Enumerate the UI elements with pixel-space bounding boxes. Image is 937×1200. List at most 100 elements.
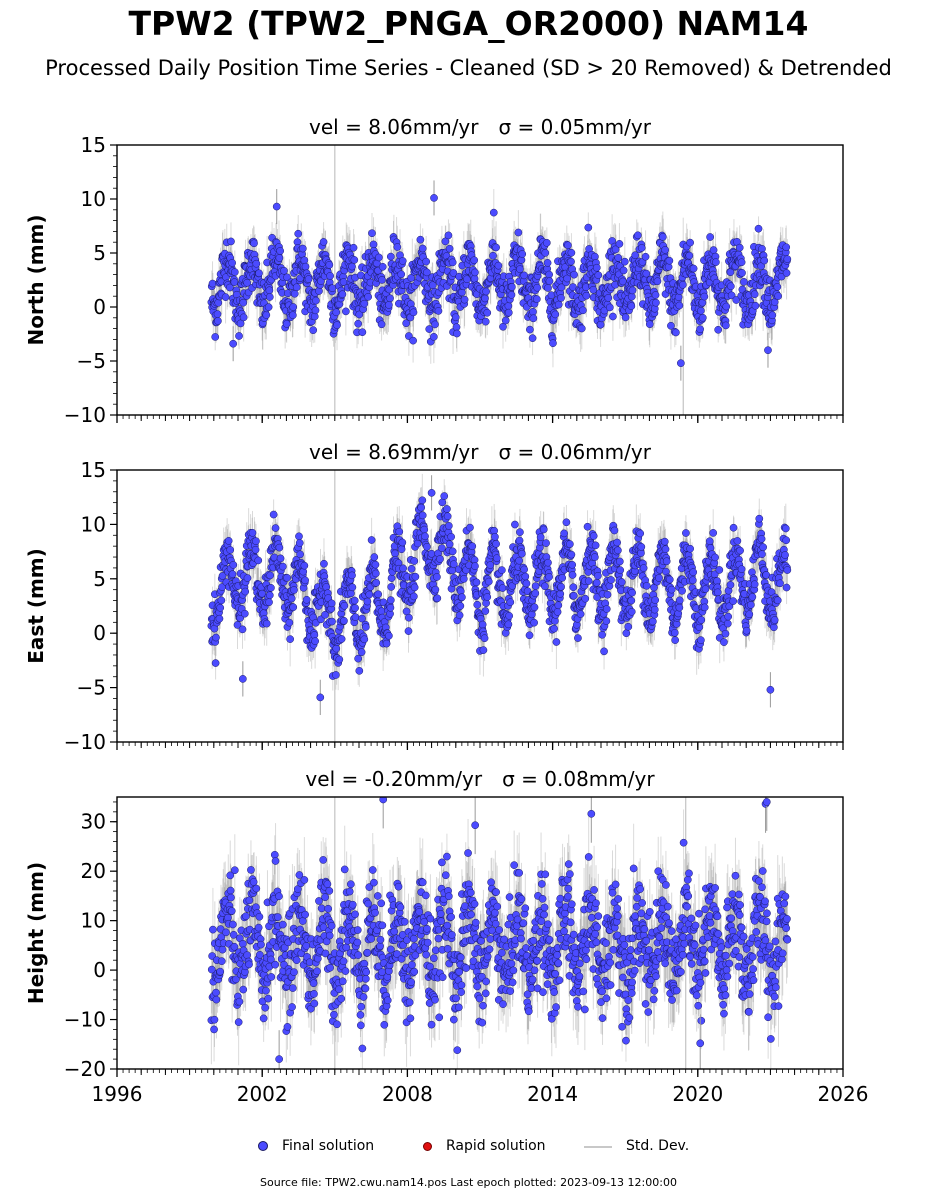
east-point [262,619,271,628]
east-point [583,522,592,531]
east-point [613,538,621,547]
height-point [749,976,758,985]
east-sigma-label: σ = 0.06mm/yr [499,440,652,464]
height-point [271,960,280,969]
east-point [335,655,344,664]
north-point [481,294,489,303]
height-point [361,974,370,983]
east-point [289,603,298,612]
north-velocity-label: vel = 8.06mm/yr [309,115,479,139]
north-point [482,287,490,296]
north-point [301,262,310,271]
north-point [727,282,735,291]
east-point [296,550,304,559]
height-point [309,979,318,988]
east-point [472,578,481,587]
north-point [283,273,291,282]
height-point [782,924,791,933]
height-point [560,927,568,936]
height-point [376,935,385,944]
north-point [338,290,347,299]
north-point [275,254,284,262]
east-point [275,543,284,552]
height-point [283,1023,292,1031]
height-point [626,946,635,954]
north-ytick-label: 5 [93,241,106,265]
height-point [690,941,699,949]
east-point [395,527,404,536]
height-point [247,866,255,874]
north-point [409,336,417,345]
north-final-points [207,208,792,348]
north-point [214,317,222,325]
east-point [421,532,429,541]
east-point [670,628,679,637]
east-point [675,603,684,612]
height-point [491,919,500,928]
east-point [661,545,670,554]
north-point [667,321,675,330]
height-point [737,923,746,932]
east-point [662,557,671,566]
north-point [448,258,457,267]
east-point [370,553,379,561]
height-point [498,948,506,957]
north-point [449,269,458,277]
height-point [652,972,660,981]
east-point [337,635,346,643]
north-point [592,263,601,272]
east-point [332,671,340,679]
height-point [492,888,500,896]
height-point [590,886,598,894]
height-point [377,899,386,908]
height-point [315,897,323,905]
height-point [464,849,472,857]
height-sigma-label: σ = 0.08mm/yr [502,767,655,791]
north-point [492,243,500,252]
height-point [687,914,696,923]
north-data [207,145,792,415]
north-point [481,317,490,326]
height-point [509,966,518,975]
east-point [554,601,563,610]
east-point [592,578,601,587]
north-point [514,228,523,237]
east-ytick-label: 0 [93,621,106,645]
height-point [761,936,770,945]
north-sigma-label: σ = 0.05mm/yr [499,115,652,139]
north-outlier-point [764,346,772,355]
north-point [292,283,301,292]
height-point [358,1044,367,1053]
height-point [466,888,475,897]
height-point [298,917,307,925]
east-point [290,586,298,594]
east-point [404,627,413,635]
height-point [245,896,254,905]
east-point [562,518,571,527]
height-point [544,920,552,929]
east-point [398,538,407,547]
east-point [355,666,364,675]
north-point [590,252,599,261]
height-point [410,934,418,943]
north-point [520,271,528,280]
north-point [653,277,662,286]
height-point [662,881,670,889]
height-point [566,918,575,927]
height-point [744,981,752,990]
height-point [680,939,689,948]
north-point [774,292,782,300]
height-point [338,977,347,986]
north-point [342,307,350,316]
north-point [328,284,337,293]
height-outlier-point [471,821,480,830]
north-point [594,271,603,280]
height-point [471,918,480,927]
height-point [324,904,333,913]
east-outlier-point [316,693,325,702]
height-point [540,910,548,919]
north-outlier-point [430,194,438,202]
east-point [569,591,578,600]
east-point [709,529,718,537]
north-outlier-point [677,359,685,368]
